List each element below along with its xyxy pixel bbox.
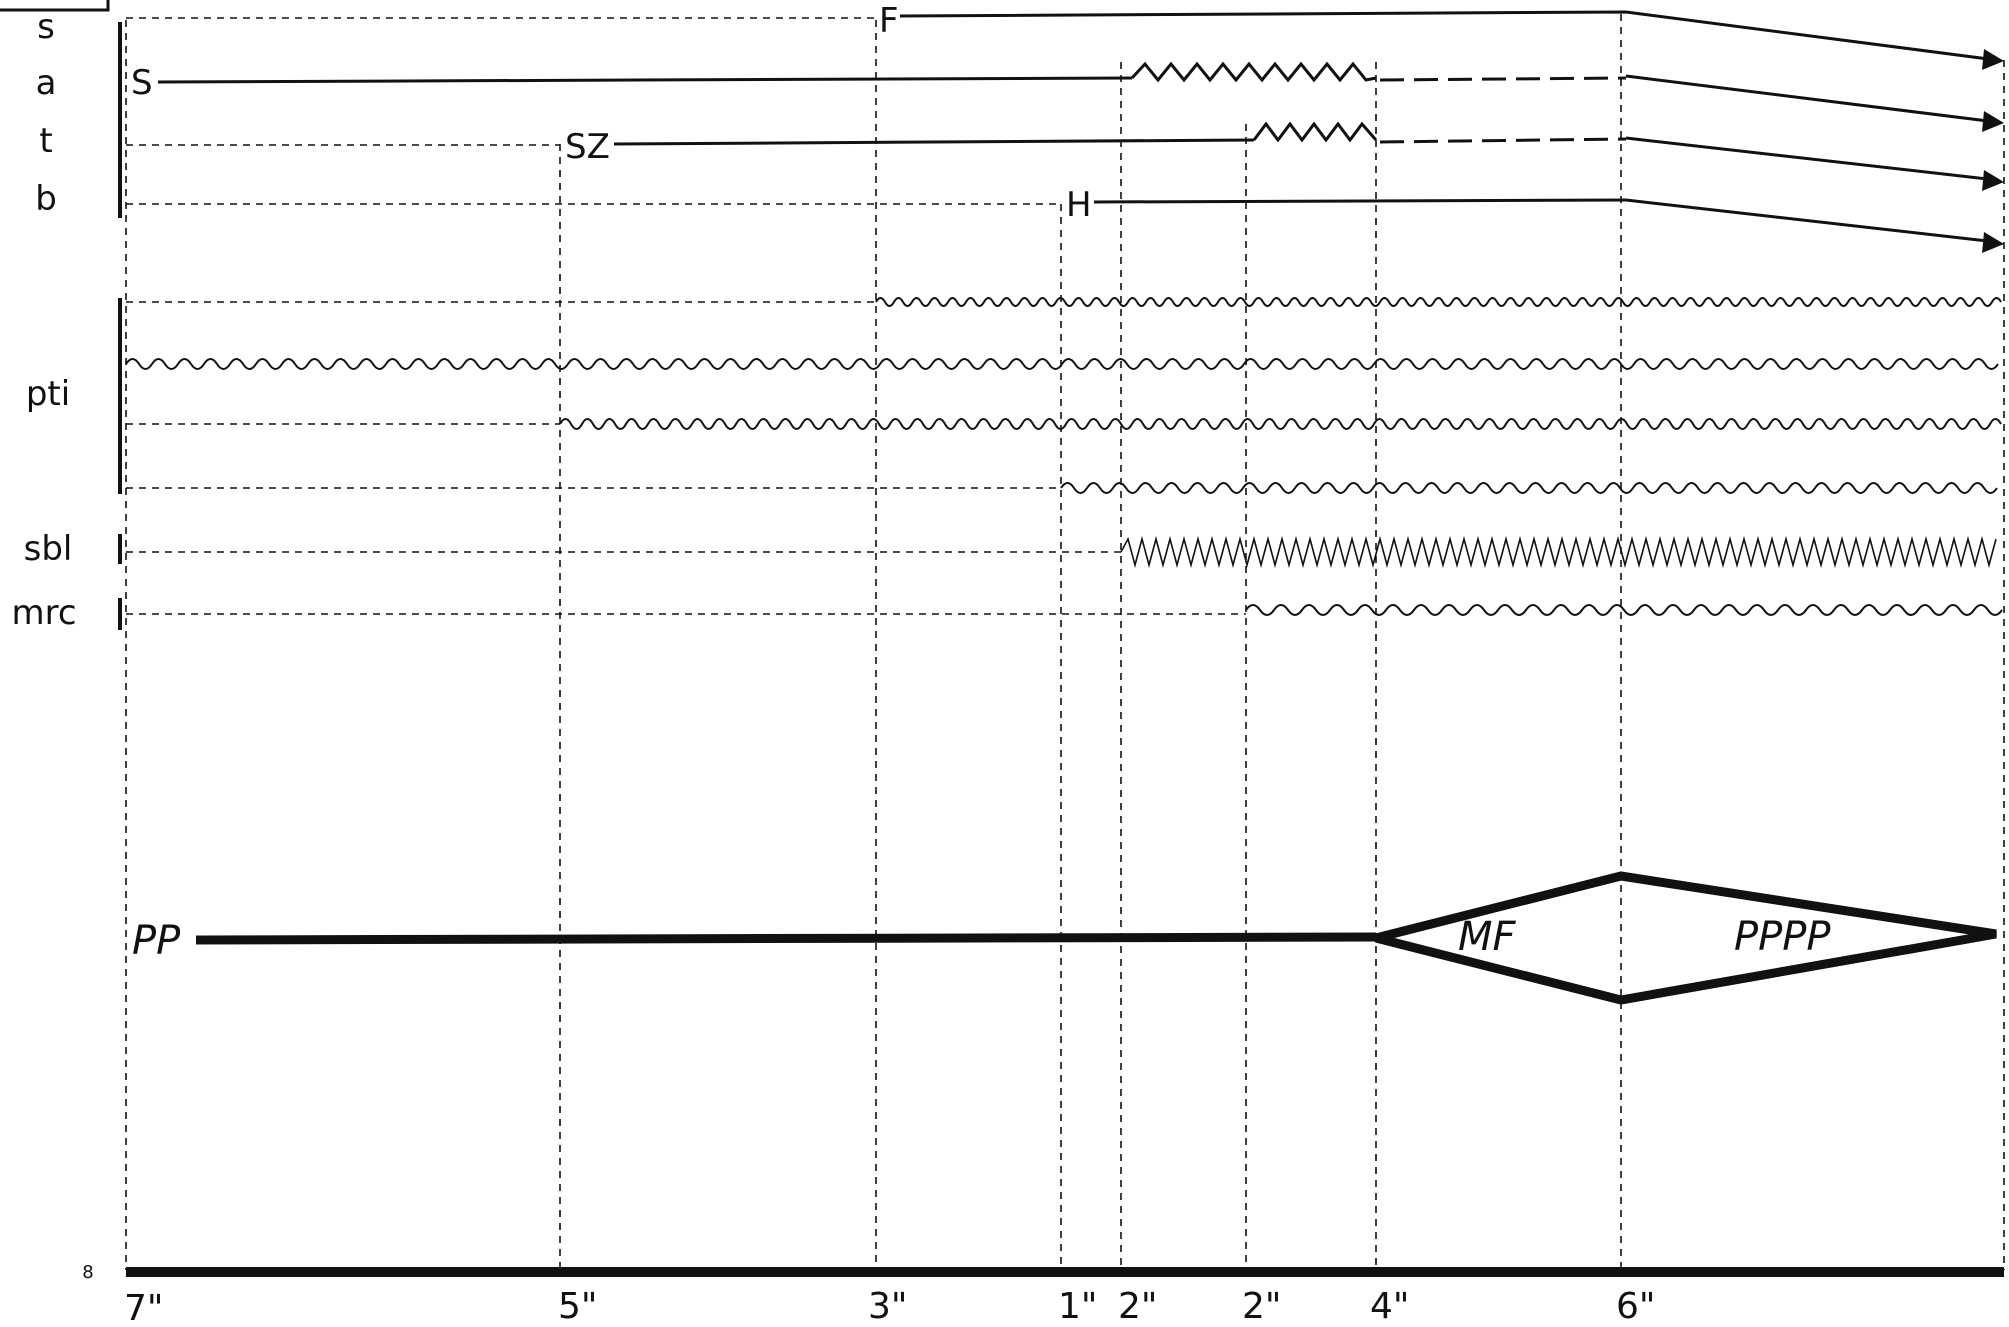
voice-label-a: a [36,63,57,103]
duration-label: 3" [868,1286,907,1327]
duration-label: 5" [558,1286,597,1327]
dynamic-peak: MF [1458,914,1517,960]
voice-label-sbl: sbl [24,529,73,569]
cue-bass: H [1066,185,1092,225]
cue-tenor: SZ [565,127,610,167]
duration-labels: 7" 5" 3" 1" 2" 2" 4" 6" [124,1286,1655,1327]
dynamic-end: PPPP [1734,914,1831,960]
duration-label: 2" [1242,1286,1281,1327]
time-grid [125,14,2005,1270]
dynamics: PP MF PPPP [132,871,1997,1005]
frame-corner [0,0,110,12]
page-number: 8 [82,1262,93,1283]
duration-label: 2" [1118,1286,1157,1327]
voice-label-pti: pti [26,374,70,414]
voice-label-mrc: mrc [11,593,76,633]
dynamic-start: PP [132,918,181,964]
arrowhead [1982,232,2004,253]
arrowhead [1982,49,2004,70]
duration-label: 4" [1370,1286,1409,1327]
sbl-line [126,535,1997,569]
alto-line: S [131,61,2004,132]
duration-label: 6" [1616,1286,1655,1327]
cue-alto: S [131,63,153,103]
tenor-line: SZ [126,121,2004,191]
duration-label: 1" [1058,1286,1097,1327]
mrc-line [126,604,2003,616]
arrowhead [1982,111,2004,132]
arrowhead [1982,170,2004,191]
cue-soprano: F [879,1,899,41]
voice-label-t: t [39,121,52,161]
voice-label-s: s [37,7,55,47]
duration-label: 7" [124,1288,163,1327]
pti-lines [125,297,2002,494]
voice-label-b: b [35,179,57,219]
soprano-line: F [126,1,2004,70]
bass-line: H [126,185,2004,253]
dynamic-envelope [1374,871,1997,1005]
